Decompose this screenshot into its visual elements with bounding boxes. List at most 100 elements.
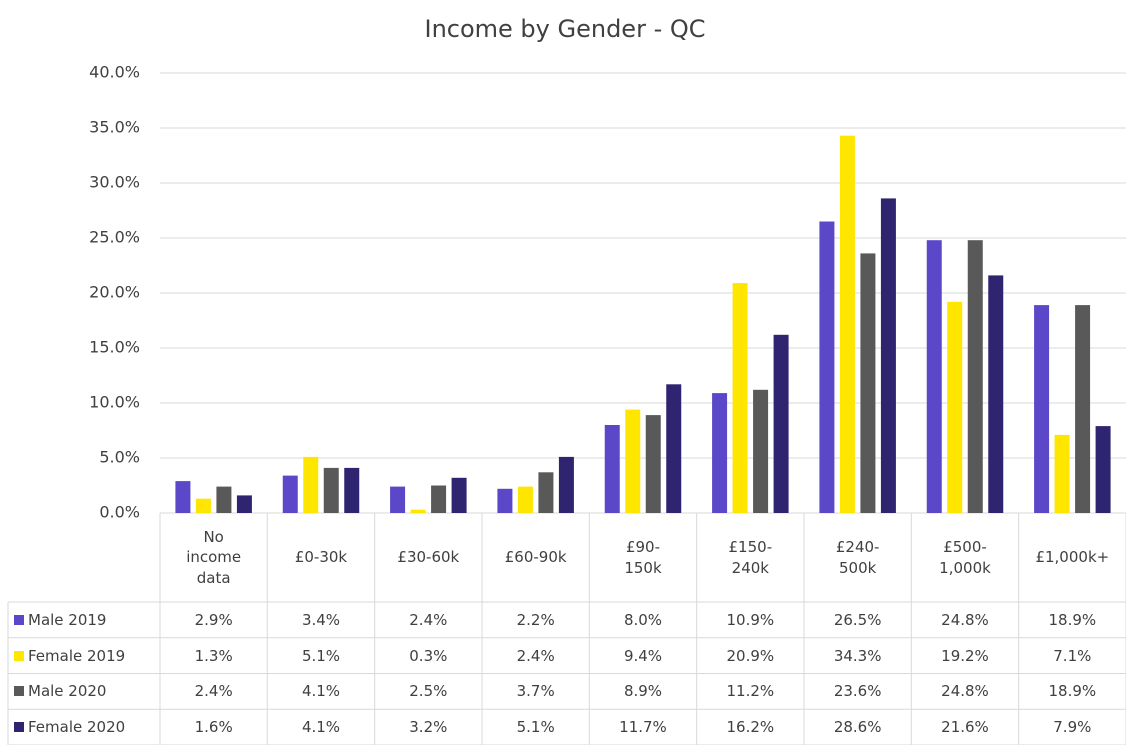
data-label: 4.1% (301, 682, 341, 701)
bar (1034, 305, 1050, 513)
data-label: 23.6% (833, 682, 882, 701)
data-label: 19.2% (941, 646, 989, 665)
data-label: 0.3% (409, 646, 448, 665)
y-tick-label: 40.0% (89, 63, 140, 82)
data-label: 2.4% (409, 610, 448, 629)
legend-swatch (14, 614, 24, 625)
data-label: 18.9% (1048, 610, 1097, 629)
bar (666, 384, 682, 513)
data-label: 3.7% (516, 682, 555, 701)
data-label: 10.9% (726, 610, 775, 629)
data-label: 2.2% (516, 610, 555, 629)
bar (390, 486, 406, 513)
bar (195, 498, 211, 513)
bar (860, 253, 876, 513)
x-tick-label: £150-240k (728, 538, 773, 577)
data-label: 11.7% (619, 718, 667, 736)
bar (773, 334, 789, 513)
bar (236, 495, 252, 513)
x-tick-label: No income data (186, 528, 242, 587)
data-label: 34.3% (833, 646, 882, 665)
bar (451, 477, 467, 513)
legend-label: Male 2019 (28, 610, 107, 629)
data-label: 26.5% (833, 610, 882, 629)
x-tick-label: £500-1,000k (939, 538, 991, 577)
legend-entry: Female 2020 (8, 709, 160, 745)
data-label: 18.9% (1048, 682, 1097, 701)
bar (517, 486, 533, 513)
data-label: 2.9% (194, 610, 233, 629)
data-label: 2.4% (194, 682, 233, 701)
bar (819, 221, 835, 513)
data-label: 28.6% (833, 718, 882, 736)
bar (839, 135, 855, 513)
y-tick-label: 10.0% (89, 393, 140, 412)
data-label: 2.4% (516, 646, 555, 665)
legend-label: Male 2020 (28, 682, 107, 701)
bar (323, 467, 339, 513)
data-label: 7.1% (1053, 646, 1092, 665)
bar (1075, 305, 1091, 513)
x-tick-label: £90-150k (624, 538, 662, 577)
data-label: 2.5% (409, 682, 448, 701)
chart-title: Income by Gender - QC (424, 15, 705, 43)
bar (303, 456, 319, 513)
data-label: 24.8% (941, 610, 989, 629)
data-label: 3.2% (409, 718, 448, 736)
bar (216, 486, 232, 513)
bar (410, 509, 426, 513)
x-tick-label: £60-90k (504, 548, 567, 567)
bar (431, 485, 447, 513)
bar (753, 389, 769, 513)
y-tick-label: 25.0% (89, 228, 140, 247)
legend-entry: Male 2020 (8, 674, 160, 710)
legend-label: Female 2019 (28, 646, 126, 665)
bar (344, 467, 360, 513)
data-label: 21.6% (941, 718, 989, 736)
data-label: 20.9% (726, 646, 775, 665)
bar (926, 240, 942, 513)
bar (1095, 426, 1111, 513)
legend-entry: Male 2019 (8, 602, 160, 638)
bar (712, 393, 728, 513)
y-tick-label: 0.0% (99, 503, 140, 522)
legend-label: Female 2020 (28, 718, 126, 736)
y-tick-label: 5.0% (99, 448, 140, 467)
legend-swatch (14, 722, 24, 733)
data-label: 3.4% (301, 610, 341, 629)
bar (497, 488, 513, 513)
x-tick-label: £0-30k (294, 548, 348, 567)
data-label: 8.9% (623, 682, 663, 701)
data-label: 24.8% (941, 682, 989, 701)
data-label: 11.2% (726, 682, 775, 701)
y-tick-label: 15.0% (89, 338, 140, 357)
bar (880, 198, 896, 513)
data-label: 7.9% (1053, 718, 1092, 736)
bar (988, 275, 1004, 513)
data-label: 5.1% (301, 646, 341, 665)
x-tick-label: £1,000k+ (1035, 548, 1110, 567)
data-label: 8.0% (623, 610, 663, 629)
bar (558, 456, 574, 513)
data-label: 9.4% (623, 646, 663, 665)
y-tick-label: 20.0% (89, 283, 140, 302)
data-label: 1.3% (194, 646, 233, 665)
bar (967, 240, 983, 513)
bar (604, 425, 620, 513)
bar (625, 409, 641, 513)
x-tick-label: £240-500k (835, 538, 880, 577)
bar (645, 415, 661, 513)
data-label: 1.6% (194, 718, 233, 736)
data-label: 16.2% (726, 718, 775, 736)
legend-swatch (14, 650, 24, 661)
bar (282, 475, 298, 513)
legend-swatch (14, 686, 24, 697)
bar (732, 283, 748, 513)
y-tick-label: 35.0% (89, 118, 140, 137)
data-label: 5.1% (516, 718, 555, 736)
bar (538, 472, 554, 513)
bar (1054, 434, 1070, 513)
bar (947, 301, 963, 513)
